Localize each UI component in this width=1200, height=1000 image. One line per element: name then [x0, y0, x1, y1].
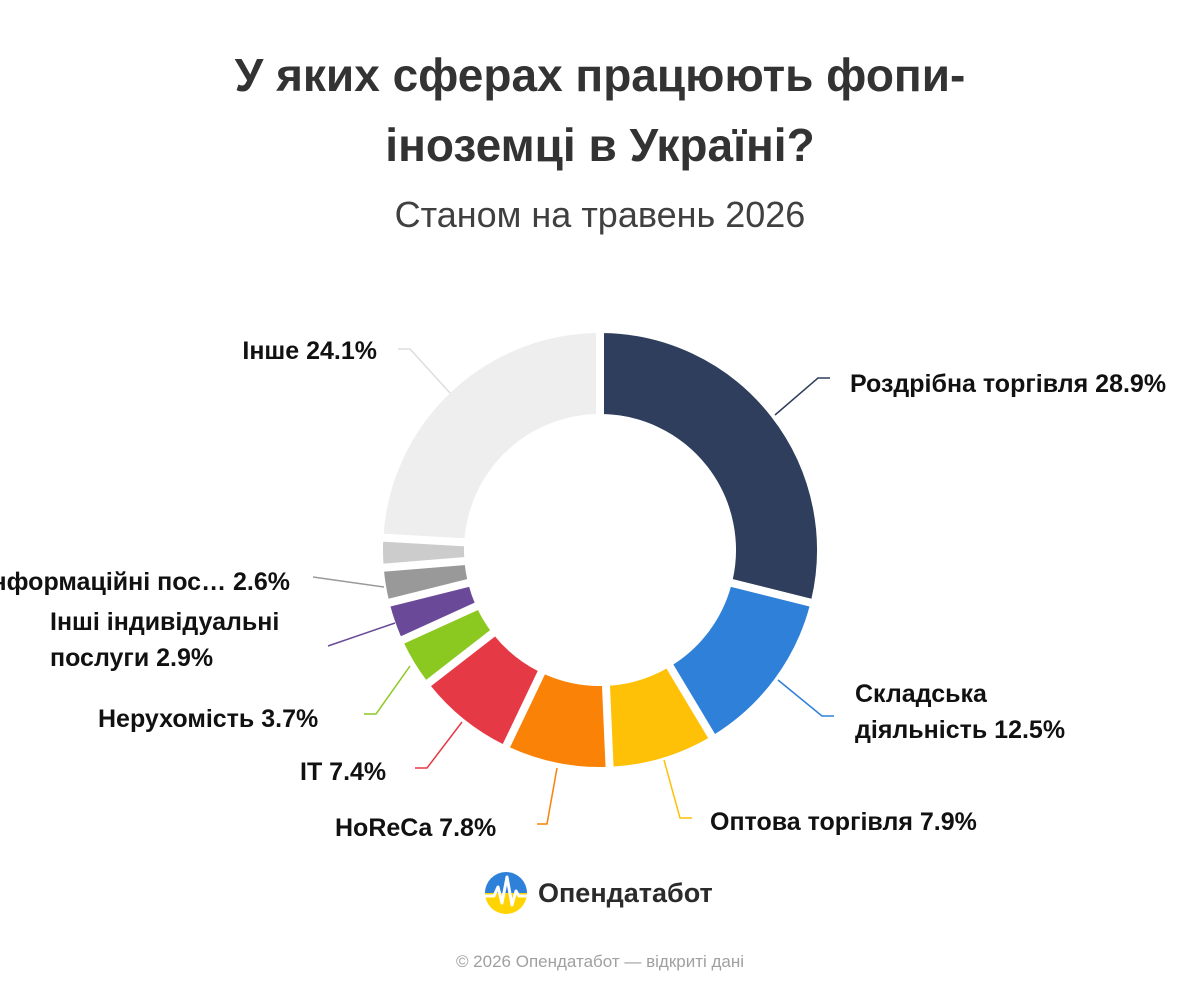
slice-оптова-торгівля [607, 666, 711, 769]
leader-line-8 [312, 576, 385, 588]
slice-інформаційні-пос [381, 563, 470, 601]
leader-line-7 [327, 622, 396, 647]
slice-роздрібна-торгівля [602, 331, 819, 601]
slice-other [381, 539, 467, 566]
leader-lines [312, 348, 834, 825]
footer-copyright: © 2026 Опендатабот — відкриті дані [455, 952, 745, 971]
brand-name: Опендатабот [538, 877, 713, 908]
leader-line-3 [663, 759, 692, 819]
slice-label-2-line-1: Складська [855, 680, 988, 708]
brand: Опендатабот [484, 870, 713, 916]
slice-label-2-line-2: діяльність 12.5% [855, 716, 1065, 744]
slice-label-10: Інше 24.1% [242, 337, 377, 365]
slice-label-8: Інформаційні пос… 2.6% [0, 568, 290, 596]
donut-slices [381, 331, 819, 769]
title-line-1: У яких сферах працюють фопи- [234, 49, 966, 101]
slice-label-1: Роздрібна торгівля 28.9% [850, 370, 1166, 398]
slice-нерухомість [401, 607, 493, 683]
leader-line-6 [364, 665, 411, 715]
slice-label-7-line-1: Інші індивідуальні [50, 608, 279, 636]
slice-label-2: Складська діяльність 12.5% [855, 680, 1065, 744]
title-line-2: іноземці в Україні? [385, 119, 815, 171]
leader-line-10 [398, 348, 451, 394]
slice-інше [381, 331, 598, 541]
slice-label-7-line-2: послуги 2.9% [50, 644, 213, 672]
leader-line-1 [774, 377, 830, 416]
opendatabot-logo-icon [485, 872, 527, 914]
leader-line-5 [415, 721, 463, 769]
leader-line-2 [777, 679, 834, 717]
chart-subtitle: Станом на травень 2026 [394, 194, 806, 235]
slice-labels: Роздрібна торгівля 28.9% Складська діяльні… [0, 337, 1166, 842]
chart-title: У яких сферах працюють фопи- іноземці в … [100, 40, 1100, 180]
leader-line-4 [537, 767, 558, 825]
slice-інші-індивідуальні-послуги [388, 584, 477, 639]
slice-it [428, 634, 541, 747]
slice-label-3: Оптова торгівля 7.9% [710, 808, 977, 836]
slice-складська-діяльність [671, 584, 812, 737]
slice-label-4: HoReCa 7.8% [335, 814, 496, 842]
slice-label-7: Інші індивідуальні послуги 2.9% [50, 608, 279, 672]
slice-label-6: Нерухомість 3.7% [98, 705, 318, 733]
slice-horeca [507, 672, 608, 769]
slice-label-5: IT 7.4% [300, 758, 386, 786]
